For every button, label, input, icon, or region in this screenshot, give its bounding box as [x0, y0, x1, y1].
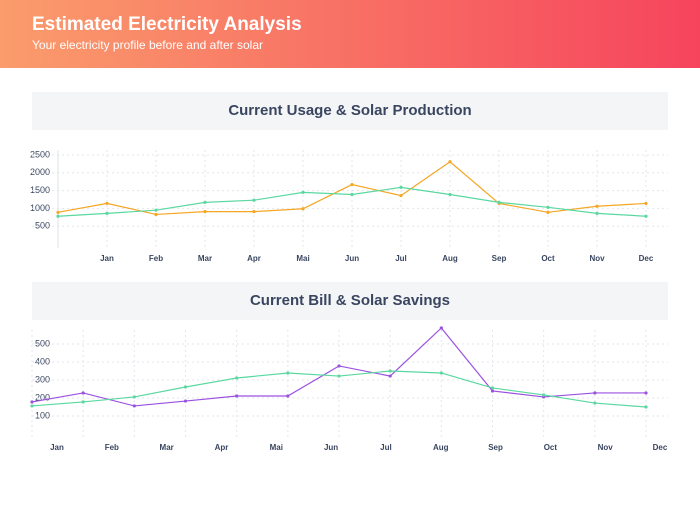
- y-tick-label: 500: [35, 221, 50, 231]
- data-point: [30, 404, 34, 408]
- x-tick-label: Nov: [589, 254, 605, 263]
- x-tick-label: Aug: [442, 254, 458, 263]
- data-point: [132, 395, 136, 399]
- x-tick-label: Apr: [247, 254, 261, 263]
- x-tick-label: Jul: [380, 443, 392, 452]
- y-tick-label: 2000: [30, 167, 50, 177]
- data-point: [388, 374, 392, 378]
- data-point: [439, 371, 443, 375]
- x-tick-label: Nov: [598, 443, 614, 452]
- data-point: [154, 208, 158, 212]
- y-tick-label: 2500: [30, 149, 50, 159]
- data-point: [399, 193, 403, 198]
- data-point: [286, 371, 290, 375]
- data-point: [56, 214, 60, 218]
- x-tick-label: Jan: [50, 443, 64, 452]
- x-tick-label: Apr: [215, 443, 229, 452]
- y-tick-label: 1000: [30, 203, 50, 213]
- data-point: [203, 200, 207, 204]
- title-panel: [32, 282, 668, 320]
- data-point: [388, 369, 392, 373]
- x-tick-label: Mar: [160, 443, 174, 452]
- header-title: Estimated Electricity Analysis: [32, 14, 302, 35]
- data-point: [337, 364, 341, 368]
- data-point: [595, 211, 599, 215]
- x-tick-label: Mai: [270, 443, 283, 452]
- data-point: [235, 394, 239, 398]
- data-point: [595, 204, 599, 208]
- y-tick-label: 100: [35, 410, 50, 420]
- data-point: [593, 401, 597, 405]
- y-tick-label: 1500: [30, 185, 50, 195]
- x-tick-label: Aug: [433, 443, 449, 452]
- x-tick-label: Dec: [653, 443, 668, 452]
- data-point: [235, 376, 239, 380]
- data-point: [350, 192, 354, 197]
- data-point: [105, 201, 109, 206]
- data-point: [203, 210, 207, 214]
- x-tick-label: Oct: [541, 254, 555, 263]
- data-point: [542, 393, 546, 397]
- chart-title: Current Usage & Solar Production: [228, 102, 471, 119]
- y-tick-label: 400: [35, 356, 50, 366]
- title-panel: [32, 92, 668, 130]
- data-point: [252, 198, 256, 202]
- chart-title: Current Bill & Solar Savings: [250, 292, 450, 309]
- x-tick-label: Feb: [149, 254, 163, 263]
- y-tick-label: 500: [35, 338, 50, 348]
- data-point: [644, 405, 648, 409]
- data-point: [439, 326, 443, 330]
- data-point: [644, 214, 648, 218]
- data-point: [81, 391, 85, 395]
- data-point: [30, 400, 34, 404]
- data-point: [183, 385, 188, 389]
- data-point: [252, 210, 256, 214]
- header-bar: [0, 0, 700, 68]
- data-point: [644, 391, 648, 395]
- x-tick-label: Mar: [198, 254, 212, 263]
- data-point: [183, 399, 188, 403]
- data-point: [132, 404, 136, 408]
- x-tick-label: Jun: [324, 443, 338, 452]
- data-point: [350, 182, 354, 187]
- x-tick-label: Sep: [488, 443, 503, 452]
- data-point: [497, 200, 501, 204]
- y-tick-label: 200: [35, 392, 50, 402]
- x-tick-label: Jan: [100, 254, 114, 263]
- data-point: [105, 211, 109, 215]
- data-point: [56, 210, 60, 214]
- data-point: [154, 212, 158, 217]
- data-point: [546, 210, 550, 214]
- data-point: [286, 394, 290, 398]
- x-tick-label: Jul: [395, 254, 407, 263]
- data-point: [337, 374, 341, 378]
- data-point: [301, 207, 305, 211]
- data-point: [546, 205, 550, 209]
- data-point: [644, 201, 648, 206]
- x-tick-label: Oct: [544, 443, 558, 452]
- x-tick-label: Feb: [105, 443, 119, 452]
- data-point: [593, 391, 597, 395]
- x-tick-label: Dec: [639, 254, 654, 263]
- data-point: [448, 160, 452, 164]
- data-point: [490, 389, 495, 393]
- data-point: [490, 386, 495, 390]
- data-point: [301, 190, 305, 194]
- data-point: [81, 400, 85, 404]
- x-tick-label: Mai: [296, 254, 309, 263]
- y-tick-label: 300: [35, 374, 50, 384]
- x-tick-label: Sep: [492, 254, 507, 263]
- data-point: [448, 192, 452, 197]
- data-point: [399, 185, 403, 189]
- header-subtitle: Your electricity profile before and afte…: [32, 38, 263, 52]
- x-tick-label: Jun: [345, 254, 359, 263]
